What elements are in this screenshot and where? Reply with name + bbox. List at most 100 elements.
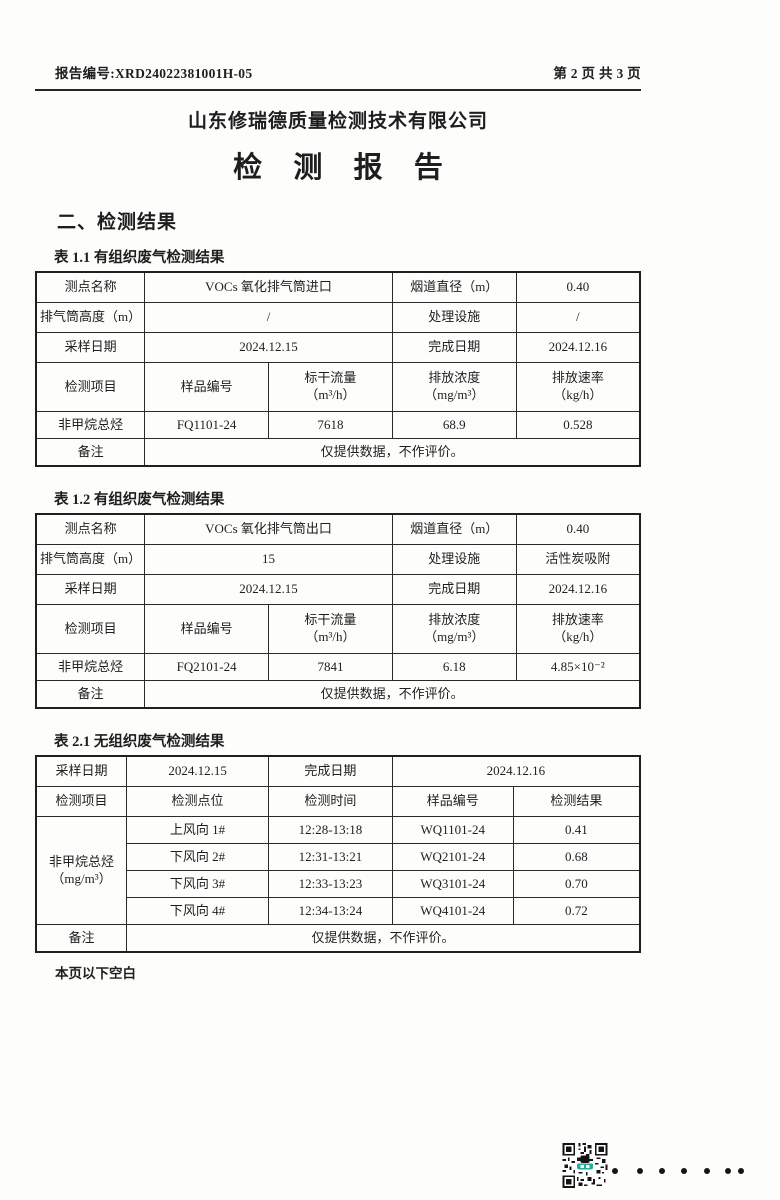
cell-label: 备注 <box>35 680 146 709</box>
cell-label: 完成日期 <box>391 574 517 605</box>
table-row: 非甲烷总烃 FQ2101-24 7841 6.18 4.85×10⁻² <box>35 653 641 681</box>
cell-value: 12:28-13:18 <box>268 816 393 844</box>
dot-icon <box>738 1168 744 1175</box>
cell-label: 备注 <box>35 924 128 953</box>
column-header: 样品编号 <box>144 362 270 412</box>
cell-value: 0.70 <box>512 870 641 898</box>
table-1-2: 测点名称 VOCs 氧化排气筒出口 烟道直径（m） 0.40 排气筒高度（m） … <box>35 513 641 709</box>
cell-label: 测点名称 <box>35 513 146 545</box>
separator-dots <box>612 1162 744 1180</box>
cell-label: 采样日期 <box>35 332 146 363</box>
cell-value: 7618 <box>268 411 393 439</box>
cell-value: 0.40 <box>515 271 641 303</box>
column-header: 排放速率 （kg/h） <box>515 604 641 654</box>
cell-value: 2024.12.15 <box>144 574 393 605</box>
cell-value: WQ4101-24 <box>391 897 514 925</box>
table-header-row: 检测项目 样品编号 标干流量 （m³/h） 排放浓度 （mg/m³） 排放速率 … <box>35 604 641 654</box>
column-header: 检测项目 <box>35 786 128 817</box>
page-content: 报告编号:XRD24022381001H-05 第 2 页 共 3 页 山东修瑞… <box>35 0 641 982</box>
cell-label: 排气筒高度（m） <box>35 302 146 333</box>
table-row: 排气筒高度（m） 15 处理设施 活性炭吸附 <box>35 544 641 575</box>
table-row: 采样日期 2024.12.15 完成日期 2024.12.16 <box>35 332 641 363</box>
document-title: 检 测 报 告 <box>233 152 455 184</box>
table-1-1-caption: 表 1.1 有组织废气检测结果 <box>54 250 225 266</box>
cell-value: 68.9 <box>391 411 517 439</box>
company-name: 山东修瑞德质量检测技术有限公司 <box>187 111 488 132</box>
table-row: 采样日期 2024.12.15 完成日期 2024.12.16 <box>35 574 641 605</box>
cell-value: / <box>144 302 393 333</box>
column-header: 检测项目 <box>35 362 146 412</box>
cell-parameter: 非甲烷总烃 （mg/m³） <box>35 816 128 925</box>
cell-value: WQ3101-24 <box>391 870 514 898</box>
table-row: 下风向 2# 12:31-13:21 WQ2101-24 0.68 <box>36 843 641 871</box>
dot-icon <box>637 1168 643 1175</box>
column-header: 排放浓度 （mg/m³） <box>391 362 517 412</box>
cell-label: 处理设施 <box>391 544 517 575</box>
cell-value: 15 <box>144 544 393 575</box>
cell-value: 2024.12.16 <box>391 755 641 787</box>
table-2-1: 采样日期 2024.12.15 完成日期 2024.12.16 检测项目 检测点… <box>35 755 641 953</box>
cell-value: FQ2101-24 <box>144 653 270 681</box>
table-1-2-caption: 表 1.2 有组织废气检测结果 <box>54 492 225 508</box>
cell-label: 采样日期 <box>35 574 146 605</box>
cell-value: 2024.12.16 <box>515 332 641 363</box>
dot-icon <box>612 1168 618 1175</box>
cell-value: VOCs 氧化排气筒出口 <box>144 513 393 545</box>
cell-label: 烟道直径（m） <box>391 513 517 545</box>
column-header: 检测项目 <box>35 604 146 654</box>
table-note-row: 备注 仅提供数据，不作评价。 <box>35 680 641 709</box>
cell-value: 7841 <box>268 653 393 681</box>
cell-value: 上风向 1# <box>126 816 270 844</box>
table-row: 测点名称 VOCs 氧化排气筒进口 烟道直径（m） 0.40 <box>35 271 641 303</box>
column-header: 排放速率 （kg/h） <box>515 362 641 412</box>
cell-note: 仅提供数据，不作评价。 <box>144 680 641 709</box>
cell-value: 0.72 <box>512 897 641 925</box>
cell-value: 6.18 <box>391 653 517 681</box>
cell-label: 采样日期 <box>35 755 128 787</box>
page-indicator: 第 2 页 共 3 页 <box>553 66 641 81</box>
cell-value: 0.68 <box>512 843 641 871</box>
column-header: 检测时间 <box>268 786 393 817</box>
dot-icon <box>704 1168 710 1175</box>
cell-value: 2024.12.15 <box>144 332 393 363</box>
cell-label: 完成日期 <box>391 332 517 363</box>
cell-value: 0.528 <box>515 411 641 439</box>
footer-marks <box>562 1143 744 1193</box>
cell-value: 12:31-13:21 <box>268 843 393 871</box>
cell-value: 0.40 <box>515 513 641 545</box>
qr-logo-bar <box>576 1163 594 1170</box>
cell-value: 12:33-13:23 <box>268 870 393 898</box>
cell-value: 下风向 4# <box>126 897 270 925</box>
table-row: 采样日期 2024.12.15 完成日期 2024.12.16 <box>35 755 641 787</box>
table-row: 下风向 3# 12:33-13:23 WQ3101-24 0.70 <box>36 870 641 898</box>
page-header: 报告编号:XRD24022381001H-05 第 2 页 共 3 页 <box>35 62 641 82</box>
dot-icon <box>725 1168 731 1175</box>
dot-icon <box>681 1168 687 1175</box>
cell-value: 2024.12.16 <box>515 574 641 605</box>
cell-value: 12:34-13:24 <box>268 897 393 925</box>
cell-note: 仅提供数据，不作评价。 <box>144 438 641 467</box>
report-number: 报告编号:XRD24022381001H-05 <box>55 66 253 81</box>
table-row: 非甲烷总烃 （mg/m³） 上风向 1# 12:28-13:18 WQ1101-… <box>35 816 641 925</box>
column-header: 标干流量 （m³/h） <box>268 604 393 654</box>
cell-value: 非甲烷总烃 <box>35 653 146 681</box>
cell-note: 仅提供数据，不作评价。 <box>126 924 641 953</box>
cell-label: 排气筒高度（m） <box>35 544 146 575</box>
cell-value: 0.41 <box>512 816 641 844</box>
table-header-row: 检测项目 检测点位 检测时间 样品编号 检测结果 <box>35 786 641 817</box>
column-header: 标干流量 （m³/h） <box>268 362 393 412</box>
cell-label: 烟道直径（m） <box>391 271 517 303</box>
cell-value: WQ1101-24 <box>391 816 514 844</box>
qr-code-icon <box>562 1143 608 1188</box>
cell-label: 完成日期 <box>268 755 393 787</box>
cell-label: 备注 <box>35 438 146 467</box>
column-header: 排放浓度 （mg/m³） <box>391 604 517 654</box>
table-row: 下风向 4# 12:34-13:24 WQ4101-24 0.72 <box>36 897 641 925</box>
table-row: 测点名称 VOCs 氧化排气筒出口 烟道直径（m） 0.40 <box>35 513 641 545</box>
table-row: 非甲烷总烃 FQ1101-24 7618 68.9 0.528 <box>35 411 641 439</box>
end-of-page-note: 本页以下空白 <box>55 966 136 981</box>
cell-value: 2024.12.15 <box>126 755 270 787</box>
cell-value: 4.85×10⁻² <box>515 653 641 681</box>
table-note-row: 备注 仅提供数据，不作评价。 <box>35 924 641 953</box>
